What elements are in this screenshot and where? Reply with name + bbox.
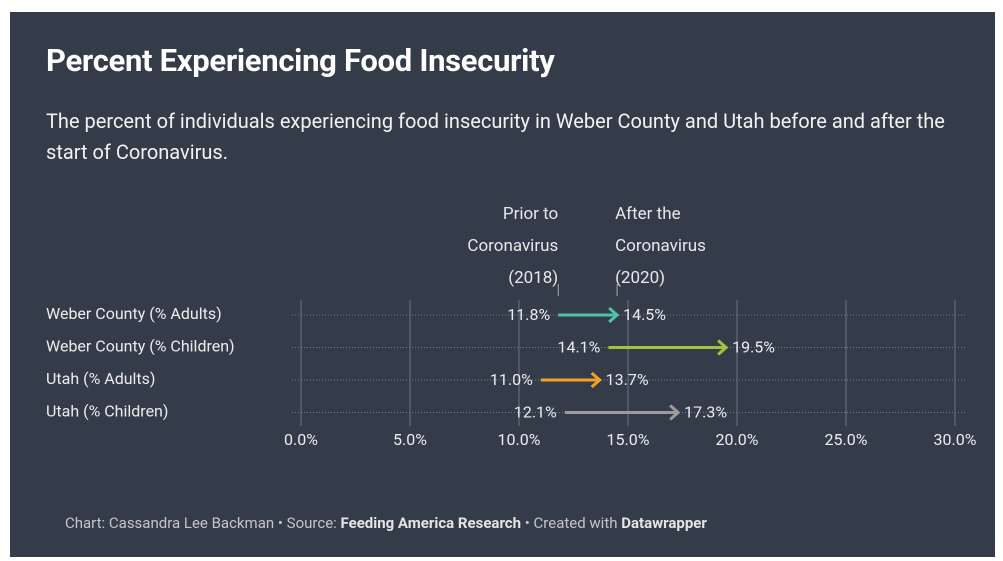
separator: • <box>524 514 530 532</box>
arrow-head <box>717 339 729 356</box>
category-label: Weber County (% Children) <box>46 337 235 356</box>
arrow-head <box>590 371 602 389</box>
chart-frame: 0.0% 5.0% 10.0% 15.0% 20.0% 25.0% 30.0% 11.8% 14… <box>10 12 995 557</box>
x-tick-label: 5.0% <box>393 430 427 449</box>
credit: Chart: Cassandra Lee Backman <box>65 514 275 532</box>
value-label: 11.0% <box>490 370 533 389</box>
chart-subtitle: The percent of individuals experiencing … <box>46 109 945 164</box>
x-tick-label: 0.0% <box>284 430 318 449</box>
arrow-head <box>669 404 681 421</box>
arrow-head <box>608 306 620 324</box>
separator: • <box>277 514 283 532</box>
category-label: Utah (% Adults) <box>46 369 156 388</box>
value-label: 17.3% <box>684 403 727 422</box>
category-label: Utah (% Children) <box>46 402 168 421</box>
x-tick-label: 10.0% <box>498 430 541 449</box>
chart-title: Percent Experiencing Food Insecurity <box>46 42 555 79</box>
x-tick-label: 20.0% <box>716 430 759 449</box>
value-label: 13.7% <box>606 370 649 389</box>
value-label: 12.1% <box>514 403 557 422</box>
footer: Chart: Cassandra Lee Backman • Source: F… <box>65 514 707 532</box>
legend-entry: After the Coronavirus (2020) <box>615 204 706 288</box>
legend-entry: Prior to Coronavirus (2018) <box>467 204 559 288</box>
value-label: 14.1% <box>557 338 600 357</box>
source: Feeding America Research <box>340 514 522 532</box>
x-tick-label: 30.0% <box>934 430 977 449</box>
tool-label: Created with <box>533 514 618 532</box>
x-tick-label: 25.0% <box>825 430 868 449</box>
value-label: 11.8% <box>507 305 550 324</box>
value-label: 14.5% <box>623 305 666 324</box>
x-tick-label: 15.0% <box>607 430 650 449</box>
chart: 0.0% 5.0% 10.0% 15.0% 20.0% 25.0% 30.0% 11.8% 14… <box>46 284 977 449</box>
source-label: Source: <box>286 514 337 532</box>
category-label: Weber County (% Adults) <box>46 304 222 323</box>
value-label: 19.5% <box>732 338 775 357</box>
tool: Datawrapper <box>621 514 707 532</box>
